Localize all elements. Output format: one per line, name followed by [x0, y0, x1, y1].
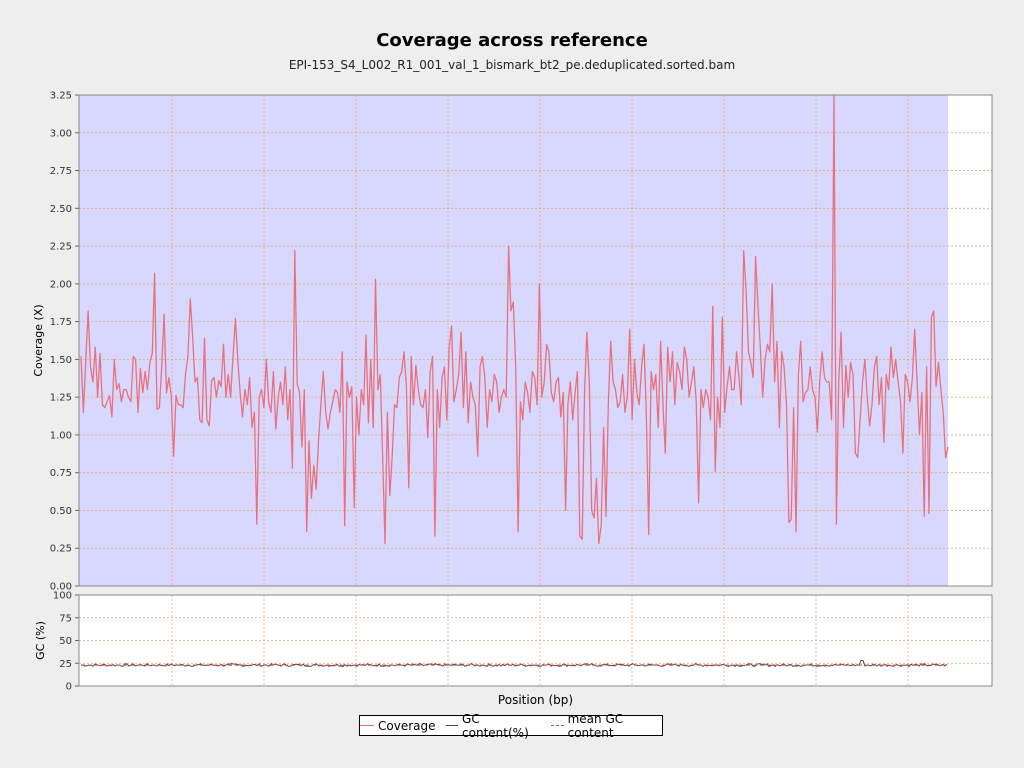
legend-swatch-mean-gc	[551, 725, 564, 726]
coverage-y-tick-label: 0.75	[50, 468, 72, 479]
coverage-y-tick-label: 3.00	[50, 128, 72, 139]
coverage-y-tick-label: 1.00	[50, 430, 72, 441]
legend-swatch-gc-content	[445, 725, 459, 726]
gc-y-tick-label: 25	[59, 659, 72, 670]
coverage-y-tick-label: 1.50	[50, 355, 72, 366]
coverage-plot-border	[78, 94, 993, 587]
legend-label-mean-gc: mean GC content	[567, 711, 624, 740]
coverage-y-tick-label: 1.25	[50, 393, 72, 404]
coverage-y-tick-label: 1.75	[50, 317, 72, 328]
gc-y-axis-label: GC (%)	[34, 621, 47, 660]
coverage-y-tick-label: 3.25	[50, 91, 72, 102]
x-axis-label: Position (bp)	[498, 693, 573, 707]
gc-y-tick-label: 100	[53, 591, 72, 602]
coverage-series-line	[80, 94, 949, 545]
chart-legend: Coverage GC content(%) mean GC content	[359, 712, 663, 740]
gc-y-tick-label: 50	[59, 636, 72, 647]
legend-swatch-coverage	[360, 725, 374, 726]
chart-title: Coverage across reference	[376, 30, 648, 51]
legend-item-gc-content: GC content(%)	[445, 711, 542, 740]
coverage-y-tick-label: 2.00	[50, 279, 72, 290]
coverage-y-tick-label: 2.50	[50, 204, 72, 215]
legend-item-coverage: Coverage	[360, 719, 436, 733]
gc-y-tick-label: 75	[59, 613, 72, 624]
coverage-y-tick-label: 0.50	[50, 506, 72, 517]
coverage-y-axis-label: Coverage (X)	[32, 304, 45, 376]
chart-subtitle: EPI-153_S4_L002_R1_001_val_1_bismark_bt2…	[288, 58, 736, 72]
coverage-y-tick-label: 0.00	[50, 582, 72, 593]
legend-item-mean-gc: mean GC content	[551, 712, 662, 740]
legend-label-gc-content: GC content(%)	[462, 711, 529, 740]
coverage-y-tick-label: 2.75	[50, 166, 72, 177]
gc-y-tick-label: 0	[66, 682, 72, 693]
legend-label-coverage: Coverage	[378, 718, 436, 733]
gc-plot-border	[78, 594, 993, 687]
gc-content-line	[80, 660, 948, 668]
coverage-y-tick-label: 2.25	[50, 242, 72, 253]
coverage-y-tick-label: 0.25	[50, 544, 72, 555]
coverage-shaded-area	[79, 95, 948, 586]
